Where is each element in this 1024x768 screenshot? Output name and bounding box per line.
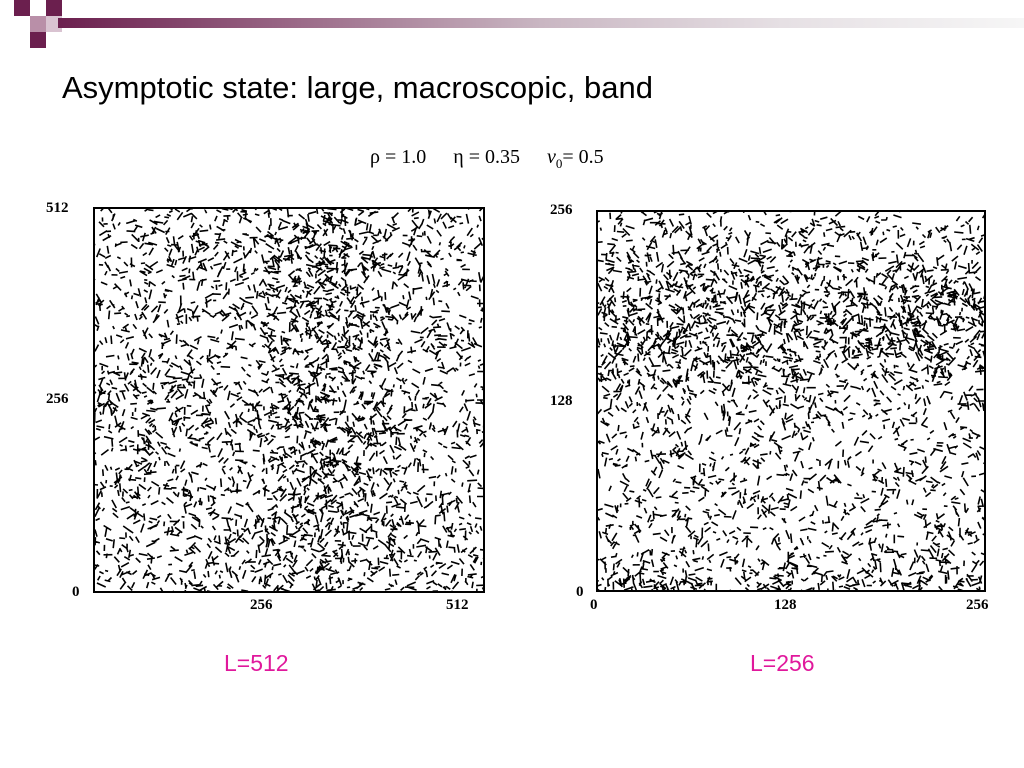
param-rho: ρ = 1.0 <box>370 146 427 168</box>
param-v0-symbol: v <box>547 146 556 168</box>
y-tick-mid-l512: 256 <box>46 391 69 407</box>
param-v0-subscript: 0 <box>555 156 563 171</box>
snapshot-plot-l512 <box>93 207 485 593</box>
y-tick-zero-l256: 0 <box>576 584 584 600</box>
snapshot-plot-l256 <box>596 210 986 592</box>
panel-l512 <box>93 207 485 593</box>
caption-l512: L=512 <box>224 650 289 676</box>
x-tick-mid-l256: 128 <box>774 597 797 613</box>
panel-l256 <box>596 210 986 592</box>
param-eta: η = 0.35 <box>453 146 521 168</box>
simulation-parameters: ρ = 1.0 η = 0.35 v0 = 0.5 <box>370 146 626 172</box>
y-tick-mid-l256: 128 <box>550 393 573 409</box>
particle-texture <box>596 210 986 592</box>
x-tick-max-l512: 512 <box>446 597 469 613</box>
particle-segments <box>93 207 485 593</box>
param-v0: v0 = 0.5 <box>547 146 604 172</box>
particle-texture <box>93 207 485 593</box>
y-tick-top-l256: 256 <box>550 202 573 218</box>
x-tick-zero-l256: 0 <box>590 597 598 613</box>
param-v0-value: = 0.5 <box>562 146 604 168</box>
title-accent-bar <box>58 18 1024 28</box>
caption-l256: L=256 <box>750 650 815 676</box>
particle-segments <box>596 210 986 592</box>
x-tick-max-l256: 256 <box>966 597 989 613</box>
slide-title: Asymptotic state: large, macroscopic, ba… <box>62 70 653 105</box>
y-tick-zero-l512: 0 <box>72 584 80 600</box>
x-tick-mid-l512: 256 <box>250 597 273 613</box>
y-tick-top-l512: 512 <box>46 200 69 216</box>
